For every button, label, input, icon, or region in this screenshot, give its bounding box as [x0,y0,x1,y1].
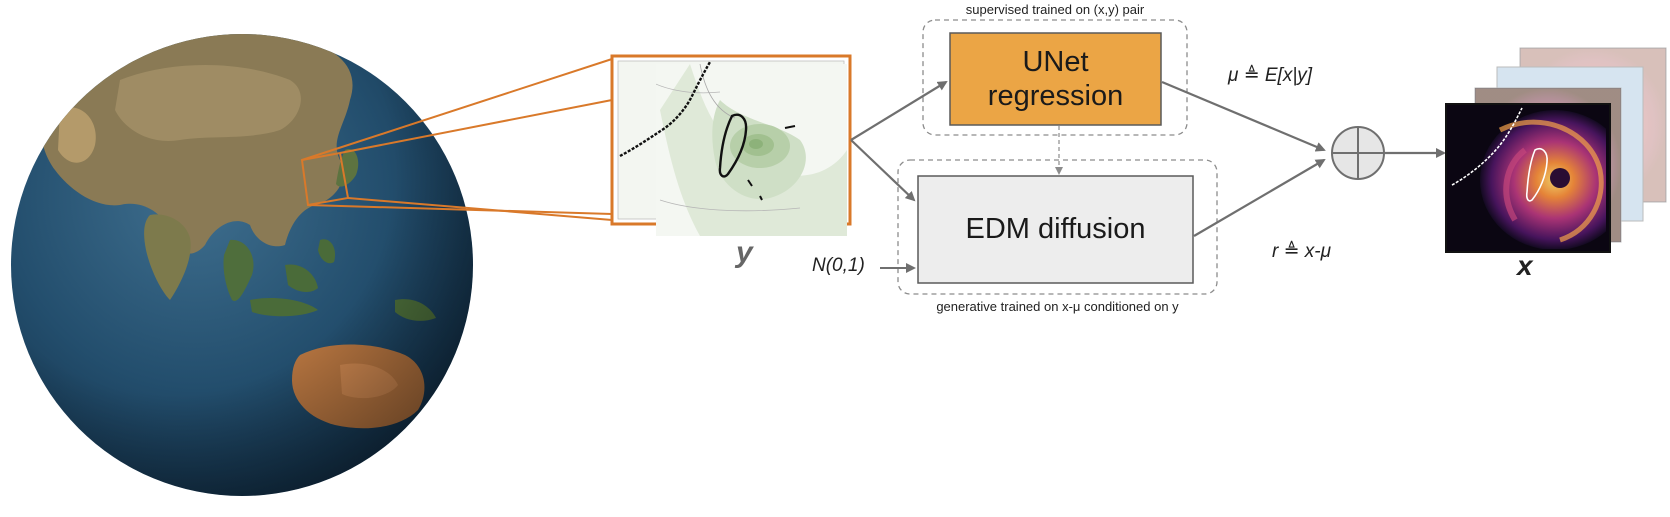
noise-label: N(0,1) [812,255,865,276]
output-label-x: x [1517,250,1533,281]
earth-globe-icon [11,34,473,496]
unet-regression-label: UNet regression [950,33,1161,125]
input-to-edm-arrow [850,139,916,202]
circle-plus-icon [1331,126,1385,180]
generative-group-box [897,159,1218,295]
mu-definition-label: μ ≜ E[x|y] [1228,65,1313,86]
zoom-line-mid-lower [347,197,613,221]
input-label-y: y [736,236,753,269]
edm-diffusion-label: EDM diffusion [965,213,1146,245]
input-to-unet-arrow [850,80,948,141]
generative-caption: generative trained on x-μ conditioned on… [936,299,1179,314]
supervised-group-box [922,19,1188,136]
supervised-caption: supervised trained on (x,y) pair [965,2,1145,17]
residual-definition-label: r ≜ x-μ [1272,241,1332,262]
zoom-line-bottom [307,204,613,215]
taiwan-coarse-map-icon [610,54,852,236]
zoom-connector [300,58,613,221]
taiwan-radar-stack-icon [1445,47,1667,253]
unet-regression-box [949,32,1162,126]
unet-label-line1: UNet [1022,46,1089,78]
unet-label-line2: regression [987,80,1124,112]
zoom-line-top [301,58,613,161]
edm-to-sum-arrow [1193,158,1326,237]
unet-to-sum-arrow [1161,80,1326,152]
zoom-line-mid-upper [339,99,613,154]
edm-diffusion-box [917,175,1194,284]
